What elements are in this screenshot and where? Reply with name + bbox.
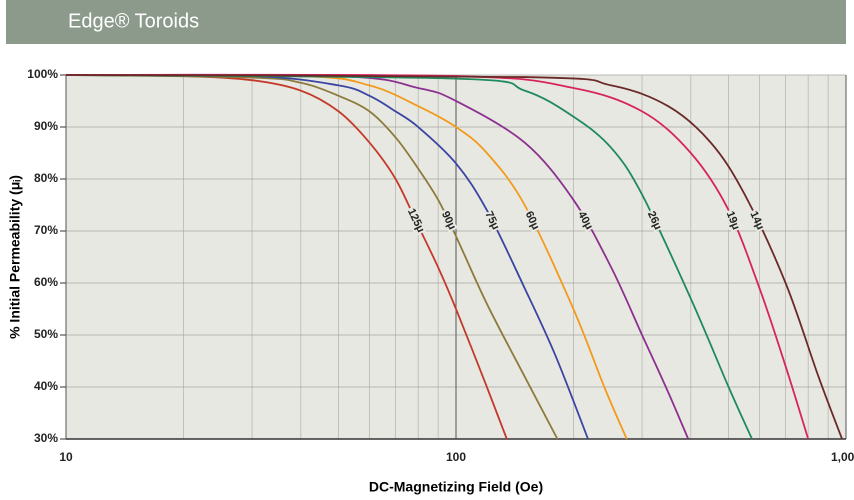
y-tick-label: 80%: [34, 171, 58, 185]
y-tick-label: 50%: [34, 327, 58, 341]
curve: [65, 74, 843, 440]
y-tick-label: 30%: [34, 431, 58, 445]
y-tick-label: 60%: [34, 275, 58, 289]
x-tick-label: 100: [446, 450, 466, 464]
y-tick-label: 90%: [34, 119, 58, 133]
curve: [65, 74, 589, 440]
x-axis-title: DC-Magnetizing Field (Oe): [369, 479, 543, 495]
y-tick-label: 100%: [27, 67, 58, 81]
x-tick-label: 1,000: [831, 450, 854, 464]
y-axis-title: % Initial Permeability (μᵢ): [7, 175, 23, 339]
chart-title: Edge® Toroids: [68, 10, 199, 32]
x-tick-label: 10: [59, 450, 73, 464]
y-tick-label: 40%: [34, 379, 58, 393]
y-tick-label: 70%: [34, 223, 58, 237]
curve: [65, 73, 810, 440]
curve: [65, 74, 559, 440]
header-bar: [6, 0, 846, 44]
curve: [65, 74, 753, 440]
